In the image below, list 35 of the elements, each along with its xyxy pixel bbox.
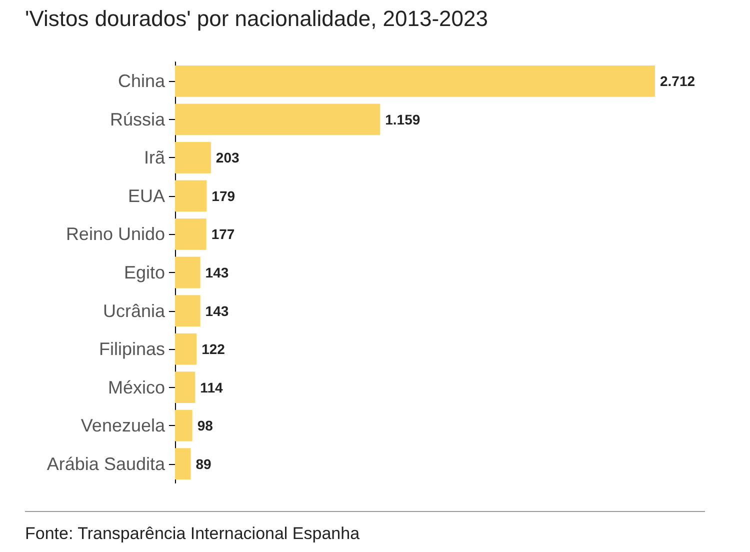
data-label: 114 (200, 379, 223, 396)
bar (175, 218, 206, 250)
y-tick-label: Egito (124, 262, 165, 282)
bar (175, 256, 200, 288)
data-label: 143 (205, 302, 229, 319)
bar (175, 180, 207, 212)
bar (175, 104, 380, 136)
data-label: 2.712 (660, 73, 696, 90)
data-label: 177 (211, 226, 235, 242)
bar (175, 410, 192, 442)
y-tick-label: Irã (144, 148, 166, 168)
y-tick-label: Arábia Saudita (46, 454, 166, 474)
data-label: 143 (205, 264, 229, 280)
y-tick-label: Venezuela (80, 416, 166, 436)
data-label: 98 (197, 418, 214, 434)
y-tick-label: EUA (128, 186, 165, 206)
bar (175, 65, 655, 97)
bar (175, 333, 197, 365)
data-label: 89 (196, 456, 212, 472)
y-tick-label: México (108, 377, 165, 398)
data-label: 179 (212, 188, 236, 204)
bar (175, 295, 200, 326)
data-label: 1.159 (385, 111, 420, 128)
data-label: 122 (202, 341, 226, 358)
source-note: Fonte: Transparência Internacional Espanha (25, 524, 360, 544)
bar (175, 372, 196, 404)
y-tick-label: China (118, 71, 166, 92)
data-label: 203 (216, 150, 240, 166)
chart-title: 'Vistos dourados' por nacionalidade, 2013-2023 (25, 6, 488, 32)
y-tick-label: Filipinas (98, 339, 165, 360)
y-tick-label: Ucrânia (102, 300, 166, 321)
bar (175, 142, 211, 174)
y-tick-label: Rússia (110, 109, 166, 130)
bar (175, 448, 191, 480)
y-tick-label: Reino Unido (66, 224, 165, 244)
